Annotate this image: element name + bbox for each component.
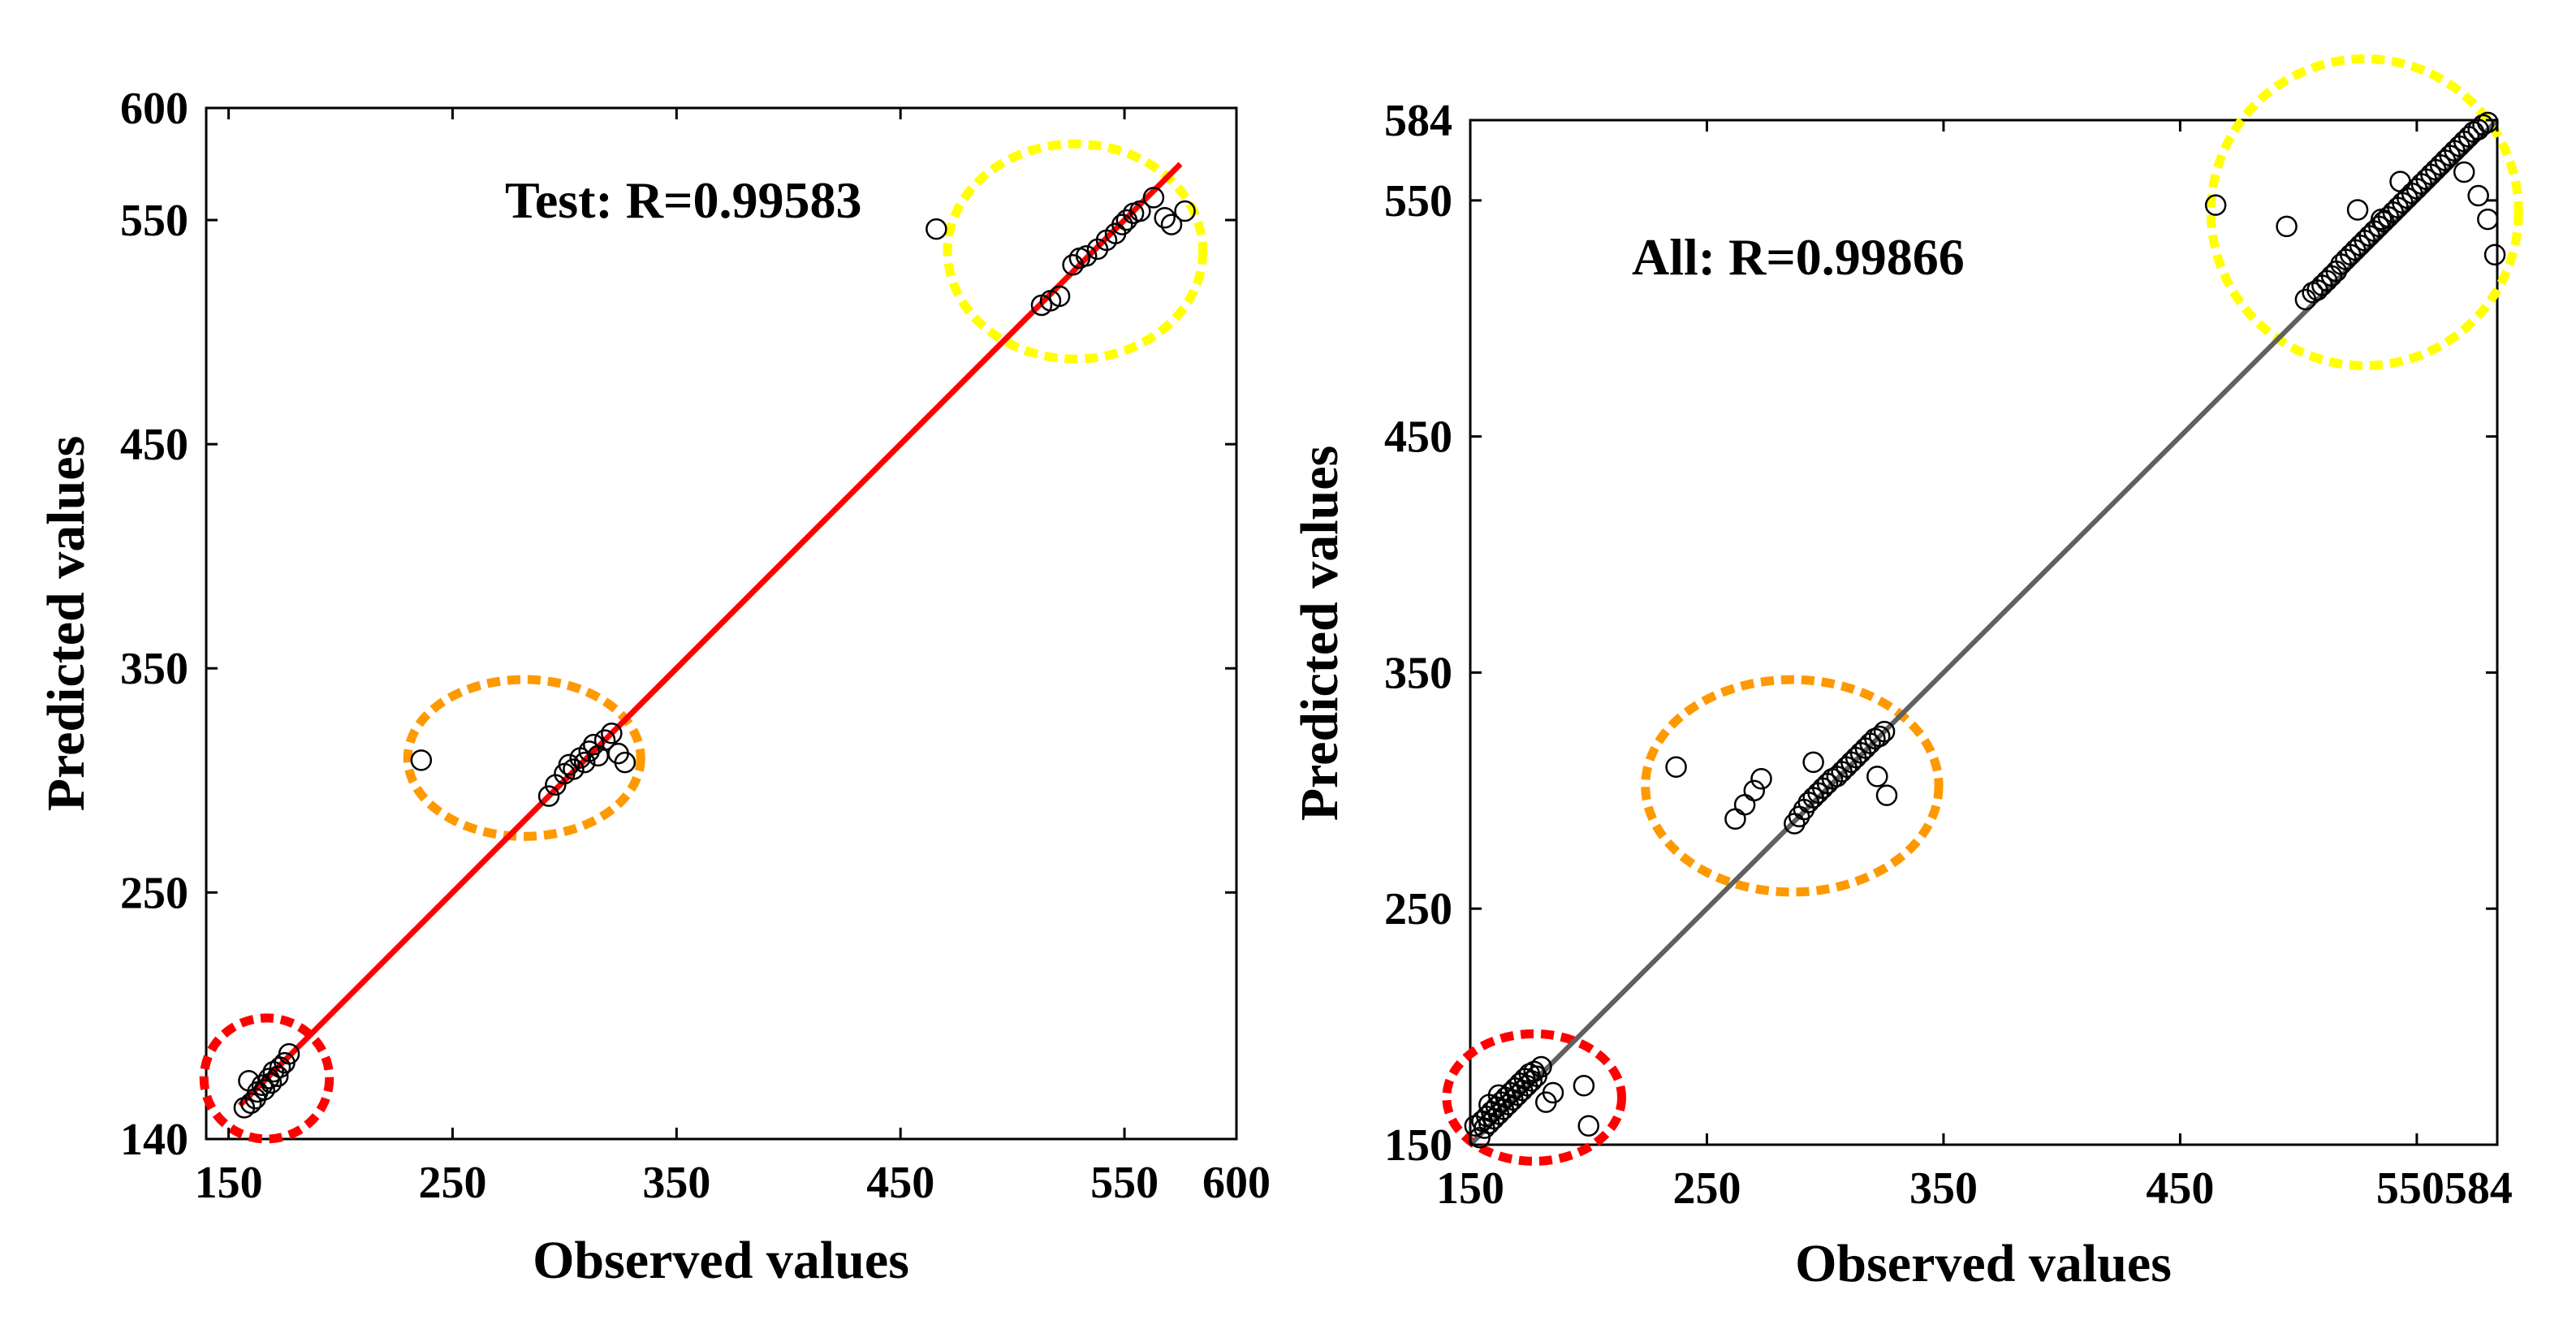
data-point <box>1743 779 1766 802</box>
y-axis-label: Predicted values <box>1290 446 1349 822</box>
x-axis-ticks: 150 250 350 450 550 600 <box>195 108 1271 1208</box>
highlight-ellipse <box>199 1013 334 1144</box>
data-point <box>253 1079 275 1101</box>
y-axis-ticks: 150 250 350 450 550 584 <box>1384 96 2497 1171</box>
data-point <box>583 733 605 756</box>
data-point <box>1142 187 1165 209</box>
x-axis-ticks: 150 250 350 450 550584 <box>1436 120 2513 1214</box>
data-point <box>1802 751 1824 774</box>
y-tick-label: 550 <box>1384 176 1452 227</box>
data-point <box>278 1042 300 1065</box>
data-point <box>1577 1115 1599 1137</box>
data-point <box>1111 214 1133 235</box>
data-point <box>573 751 596 774</box>
data-point <box>2477 208 2499 231</box>
data-point <box>1160 214 1183 235</box>
data-point <box>257 1068 280 1090</box>
y-tick-label: 450 <box>1384 412 1452 463</box>
data-point <box>537 785 560 807</box>
data-point <box>1075 244 1098 267</box>
y-axis-ticks: 140 250 350 450 550 600 <box>120 84 1236 1165</box>
x-tick-label: 450 <box>2146 1163 2214 1214</box>
data-point <box>1866 766 1888 787</box>
data-point <box>267 1065 289 1087</box>
data-point <box>2276 215 2298 238</box>
y-axis-label: Predicted values <box>37 436 96 812</box>
y-tick-label: 350 <box>120 644 188 694</box>
highlight-ellipse <box>2206 54 2523 370</box>
x-tick-label: 150 <box>1436 1163 1504 1214</box>
data-point <box>1573 1075 1595 1097</box>
y-tick-label: 140 <box>120 1115 188 1165</box>
x-tick-label: 250 <box>418 1158 486 1208</box>
data-point <box>1174 200 1196 222</box>
x-tick-label: 350 <box>642 1158 710 1208</box>
plot-area-frame <box>1469 119 2499 1146</box>
x-tick-label: 550584 <box>2376 1163 2513 1214</box>
x-axis-label: Observed values <box>1795 1234 2172 1293</box>
highlight-ellipses <box>199 139 1208 1144</box>
data-point <box>1733 794 1756 816</box>
data-point <box>614 751 636 774</box>
highlight-ellipse <box>403 675 645 841</box>
data-point <box>2453 161 2475 183</box>
data-point <box>2483 244 2506 265</box>
y-tick-label: 250 <box>1384 884 1452 934</box>
data-point <box>410 749 433 771</box>
data-point <box>2346 199 2369 221</box>
x-tick-label: 350 <box>1909 1163 1978 1214</box>
all-r-annotation: All: R=0.99866 <box>1632 228 1965 286</box>
y-tick-label: 600 <box>120 84 188 134</box>
x-axis-label: Observed values <box>533 1231 909 1290</box>
data-point <box>1048 285 1071 308</box>
y-tick-label: 150 <box>1384 1120 1452 1171</box>
y-tick-label: 550 <box>120 196 188 246</box>
data-point <box>1478 1094 1500 1115</box>
x-tick-label: 150 <box>195 1158 263 1208</box>
x-tick-label: 600 <box>1202 1158 1271 1208</box>
data-point <box>1750 768 1772 790</box>
data-point <box>1154 207 1176 229</box>
data-point <box>1873 720 1896 743</box>
y-tick-label: 250 <box>120 868 188 918</box>
data-point <box>1665 756 1687 778</box>
data-point <box>558 753 580 776</box>
y-tick-label: 450 <box>120 420 188 470</box>
x-tick-label: 450 <box>866 1158 934 1208</box>
data-point <box>1869 725 1891 748</box>
data-points <box>233 187 1196 1119</box>
highlight-ellipse <box>1641 675 1944 897</box>
data-point <box>239 1092 262 1115</box>
x-tick-label: 550 <box>1090 1158 1159 1208</box>
y-tick-label: 584 <box>1384 96 1452 146</box>
data-point <box>926 218 947 240</box>
data-point <box>1875 784 1898 806</box>
data-point <box>2467 184 2489 207</box>
x-tick-label: 250 <box>1672 1163 1741 1214</box>
data-point <box>2370 208 2393 231</box>
highlight-ellipse <box>943 139 1208 364</box>
data-point <box>563 758 585 780</box>
y-tick-label: 350 <box>1384 648 1452 698</box>
test-r-annotation: Test: R=0.99583 <box>505 171 861 229</box>
data-points <box>1464 111 2506 1149</box>
data-point <box>2204 194 2227 216</box>
data-point <box>1724 808 1746 830</box>
regression-line <box>237 162 1183 1108</box>
data-point <box>1542 1081 1564 1104</box>
test-scatter-panel: 150 250 350 450 550 600 140 250 350 450 550 600 Te… <box>37 84 1271 1290</box>
data-point <box>601 723 623 744</box>
highlight-ellipses <box>1442 54 2523 1166</box>
data-point <box>593 729 616 751</box>
data-point <box>1129 200 1151 222</box>
data-point <box>2389 170 2411 192</box>
data-point <box>1530 1055 1552 1078</box>
plot-area-frame <box>205 106 1238 1141</box>
highlight-ellipse <box>1442 1029 1627 1166</box>
